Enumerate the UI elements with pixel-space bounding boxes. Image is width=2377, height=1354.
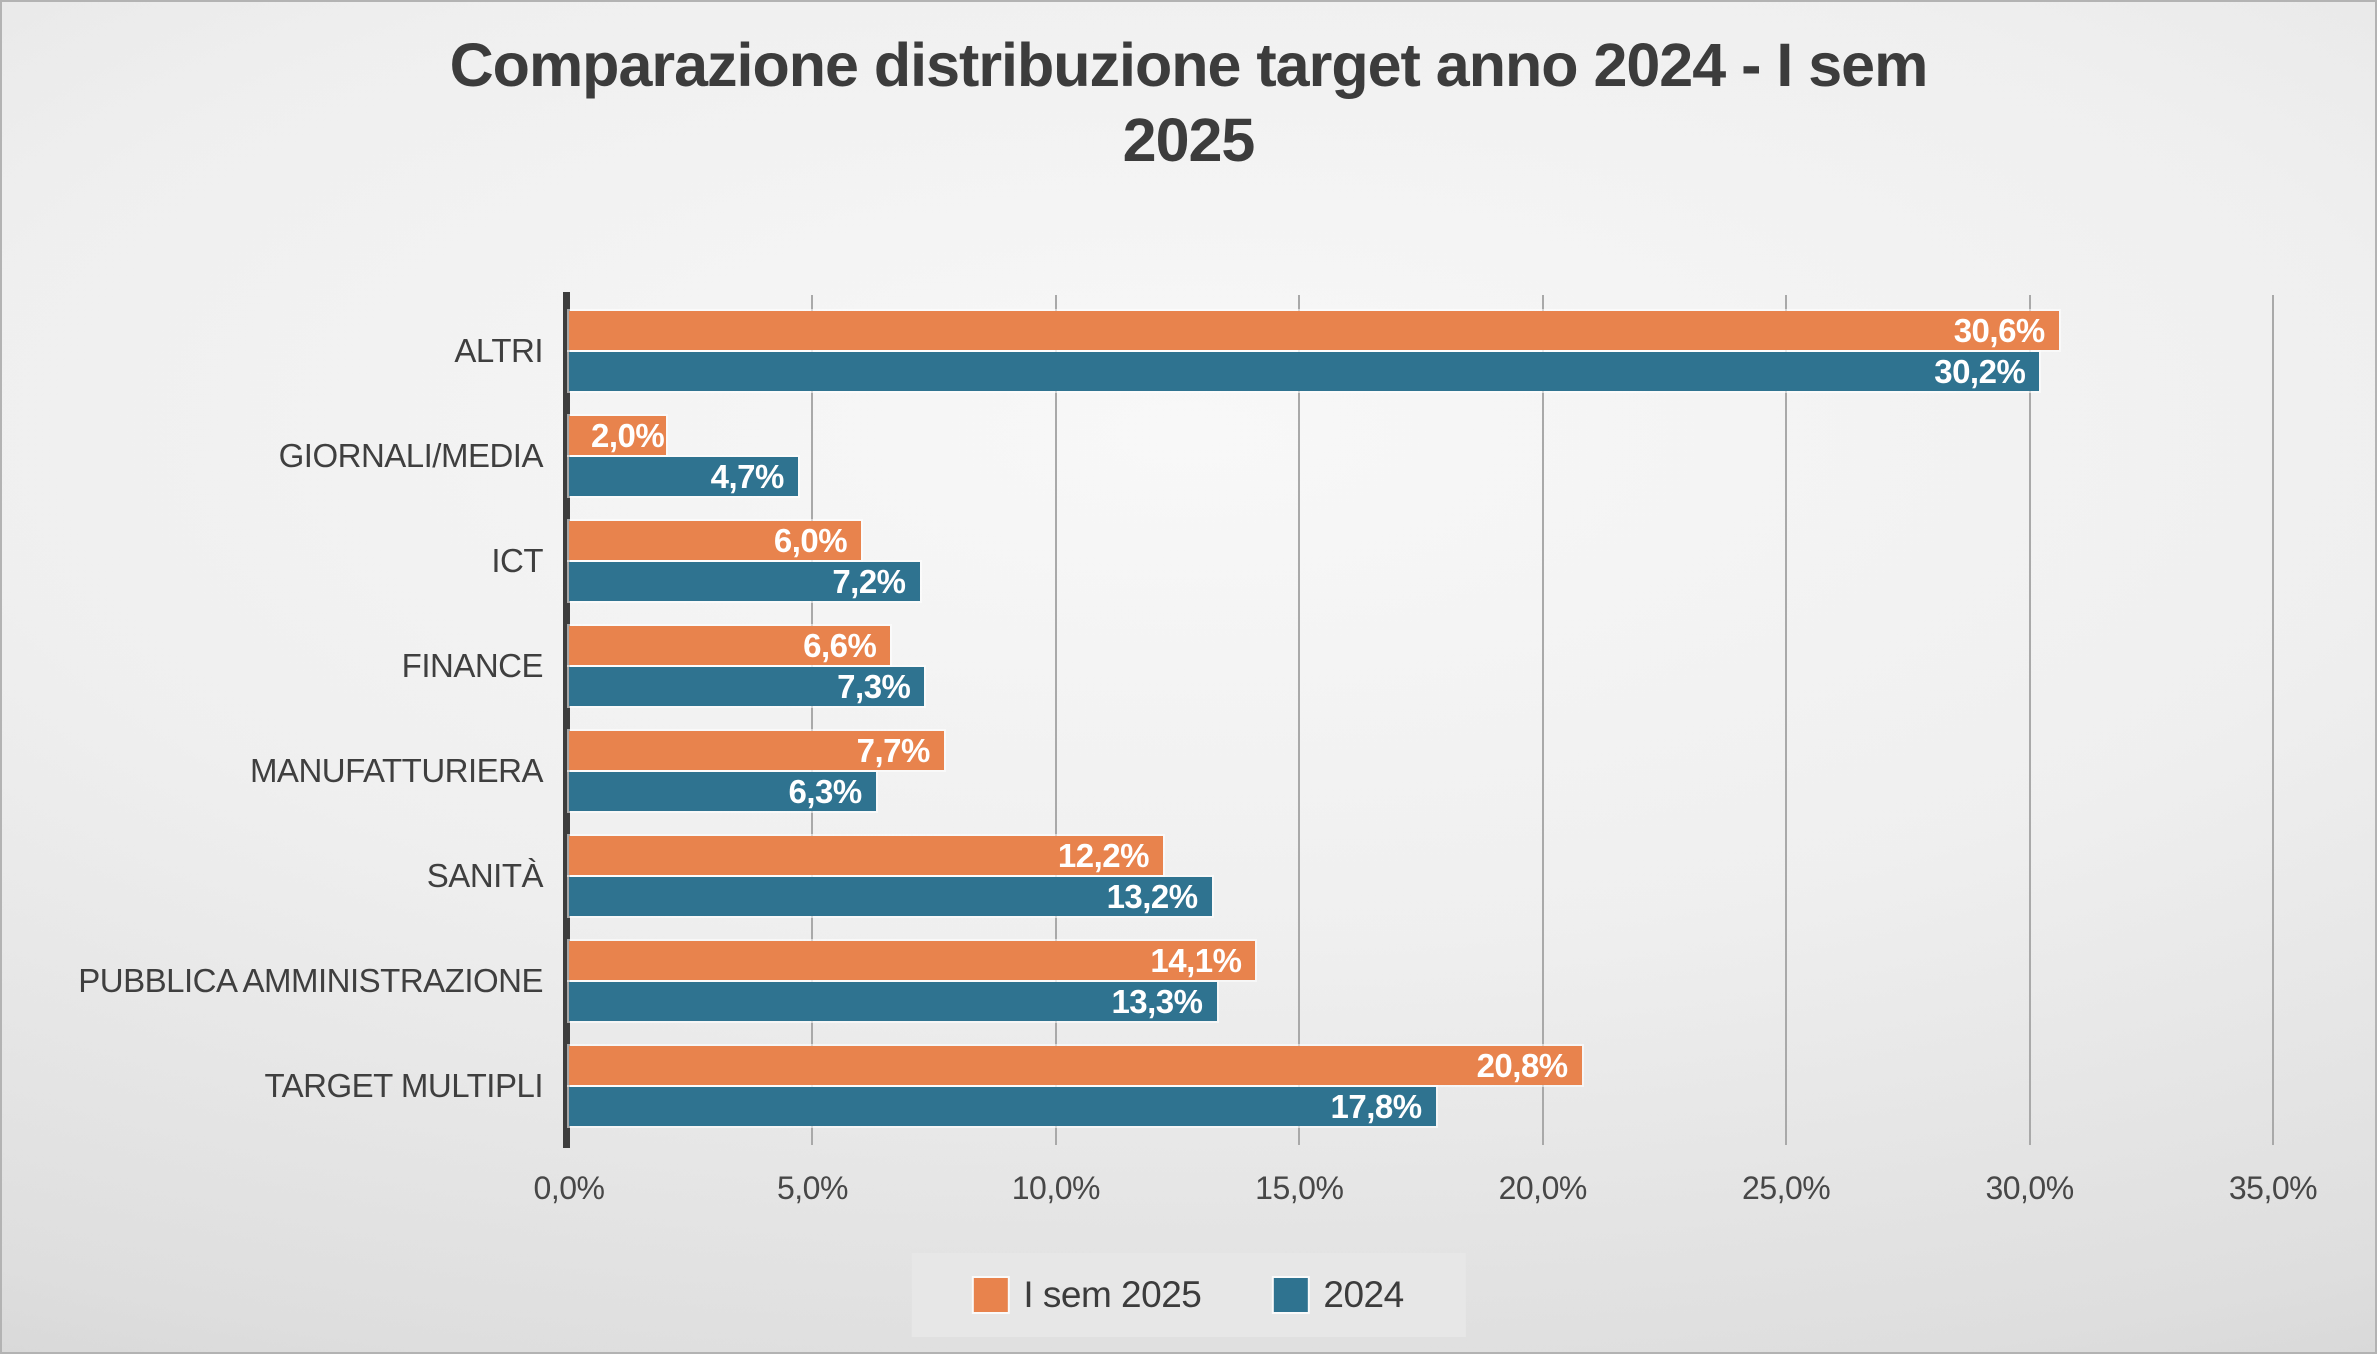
legend-item-2024: 2024 xyxy=(1273,1274,1404,1316)
value-label: 6,0% xyxy=(773,521,848,559)
legend-label: I sem 2025 xyxy=(1023,1274,1202,1315)
bar-sem2025-6: 12,2% xyxy=(569,836,1163,875)
value-label: 30,6% xyxy=(1953,311,2046,349)
value-label: 2,0% xyxy=(591,416,665,454)
legend-swatch-icon xyxy=(973,1278,1008,1312)
x-tick-30pct: 30,0% xyxy=(1985,1170,2074,1206)
value-label: 7,7% xyxy=(856,731,931,769)
bar-2024-5: 6,3% xyxy=(569,772,876,811)
value-label: 13,2% xyxy=(1106,877,1199,915)
value-label: 6,3% xyxy=(788,772,863,810)
category-label-2: GIORNALI/MEDIA xyxy=(278,437,544,474)
gridline-30pct xyxy=(2028,295,2031,1145)
value-label: 30,2% xyxy=(1934,352,2026,390)
value-label: 4,7% xyxy=(710,457,785,495)
category-label-6: SANITÀ xyxy=(426,857,544,894)
category-label-3: ICT xyxy=(491,542,543,579)
value-label: 7,2% xyxy=(832,562,906,600)
category-label-7: PUBBLICA AMMINISTRAZIONE xyxy=(78,962,543,999)
legend-item-sem2025: I sem 2025 xyxy=(973,1274,1202,1316)
bar-2024-7: 13,3% xyxy=(569,982,1217,1021)
gridline-35pct xyxy=(2272,295,2274,1145)
category-label-5: MANUFATTURIERA xyxy=(249,752,544,789)
bar-2024-1: 30,2% xyxy=(569,352,2040,391)
x-tick-15pct: 15,0% xyxy=(1255,1170,1344,1206)
bar-sem2025-8: 20,8% xyxy=(569,1046,1582,1085)
bar-sem2025-7: 14,1% xyxy=(569,941,1256,980)
chart-title: Comparazione distribuzione target anno 2… xyxy=(2,28,2375,178)
bar-sem2025-4: 6,6% xyxy=(569,626,891,665)
bar-sem2025-3: 6,0% xyxy=(569,521,862,560)
value-label: 12,2% xyxy=(1057,836,1150,874)
value-label: 6,6% xyxy=(803,626,877,664)
value-label: 17,8% xyxy=(1330,1087,1423,1125)
bar-2024-6: 13,2% xyxy=(569,877,1212,916)
legend-label: 2024 xyxy=(1323,1274,1404,1315)
bar-2024-8: 17,8% xyxy=(569,1087,1436,1126)
bar-2024-3: 7,2% xyxy=(569,562,920,601)
gridline-5pct xyxy=(811,295,814,1145)
plot-area: 30,6% 30,2% 2,0% 4,7% 6,0% 7,2% 6,6% 7,3% 7,7% 6,… xyxy=(563,292,2274,1148)
x-tick-20pct: 20,0% xyxy=(1498,1170,1588,1206)
gridline-15pct xyxy=(1298,295,1301,1145)
chart-title-line1: Comparazione distribuzione target anno 2… xyxy=(449,31,1929,99)
legend: I sem 2025 2024 xyxy=(911,1253,1466,1337)
x-tick-0pct: 0,0% xyxy=(533,1170,605,1206)
gridline-10pct xyxy=(1054,295,1057,1145)
x-tick-25pct: 25,0% xyxy=(1742,1170,1831,1206)
bar-sem2025-2: 2,0% xyxy=(569,416,667,455)
category-label-1: ALTRI xyxy=(454,332,543,369)
x-tick-35pct: 35,0% xyxy=(2228,1170,2318,1206)
bar-2024-2: 4,7% xyxy=(569,457,798,496)
legend-swatch-icon xyxy=(1273,1278,1308,1312)
x-tick-5pct: 5,0% xyxy=(776,1170,848,1206)
value-label: 13,3% xyxy=(1111,982,1203,1020)
category-label-8: TARGET MULTIPLI xyxy=(264,1067,543,1104)
bar-sem2025-1: 30,6% xyxy=(569,311,2059,350)
chart-title-line2: 2025 xyxy=(1122,106,1256,175)
gridline-25pct xyxy=(1785,295,1788,1145)
x-tick-10pct: 10,0% xyxy=(1011,1170,1101,1206)
category-label-4: FINANCE xyxy=(401,647,544,684)
gridline-20pct xyxy=(1541,295,1544,1145)
bar-sem2025-5: 7,7% xyxy=(569,731,944,770)
value-label: 20,8% xyxy=(1476,1046,1569,1084)
y-axis-line xyxy=(563,292,570,1148)
value-label: 7,3% xyxy=(837,667,911,705)
value-label: 14,1% xyxy=(1150,941,1242,979)
bar-2024-4: 7,3% xyxy=(569,667,925,706)
